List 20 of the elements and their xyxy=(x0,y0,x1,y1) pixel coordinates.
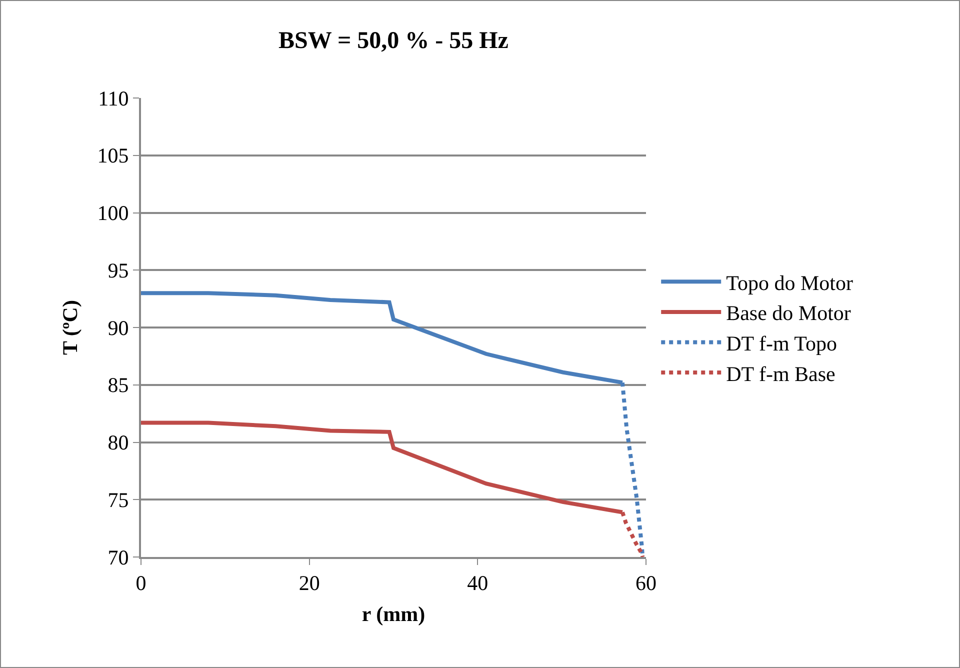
x-tick-label: 40 xyxy=(467,571,488,596)
y-tick-label: 80 xyxy=(108,430,129,455)
legend-label: DT f-m Topo xyxy=(726,331,838,356)
y-tick-label: 100 xyxy=(97,201,129,226)
x-tick-label: 0 xyxy=(136,571,146,596)
y-tick-label: 70 xyxy=(108,545,129,570)
y-tick-label: 105 xyxy=(97,144,129,168)
legend-label: Base do Motor xyxy=(726,301,851,326)
x-tick-label: 20 xyxy=(298,571,320,596)
y-tick-label: 95 xyxy=(108,258,129,282)
y-axis-title: T (ºC) xyxy=(58,300,82,355)
y-tick-label: 85 xyxy=(108,373,129,398)
x-axis-title: r (mm) xyxy=(362,602,426,626)
y-tick-label: 90 xyxy=(108,316,129,340)
legend-label: DT f-m Base xyxy=(726,362,836,386)
y-tick-label: 110 xyxy=(98,86,129,110)
y-tick-label: 75 xyxy=(108,488,129,512)
legend-label: Topo do Motor xyxy=(726,270,853,295)
chart-title: BSW = 50,0 % - 55 Hz xyxy=(278,28,509,54)
x-tick-label: 60 xyxy=(636,571,656,596)
